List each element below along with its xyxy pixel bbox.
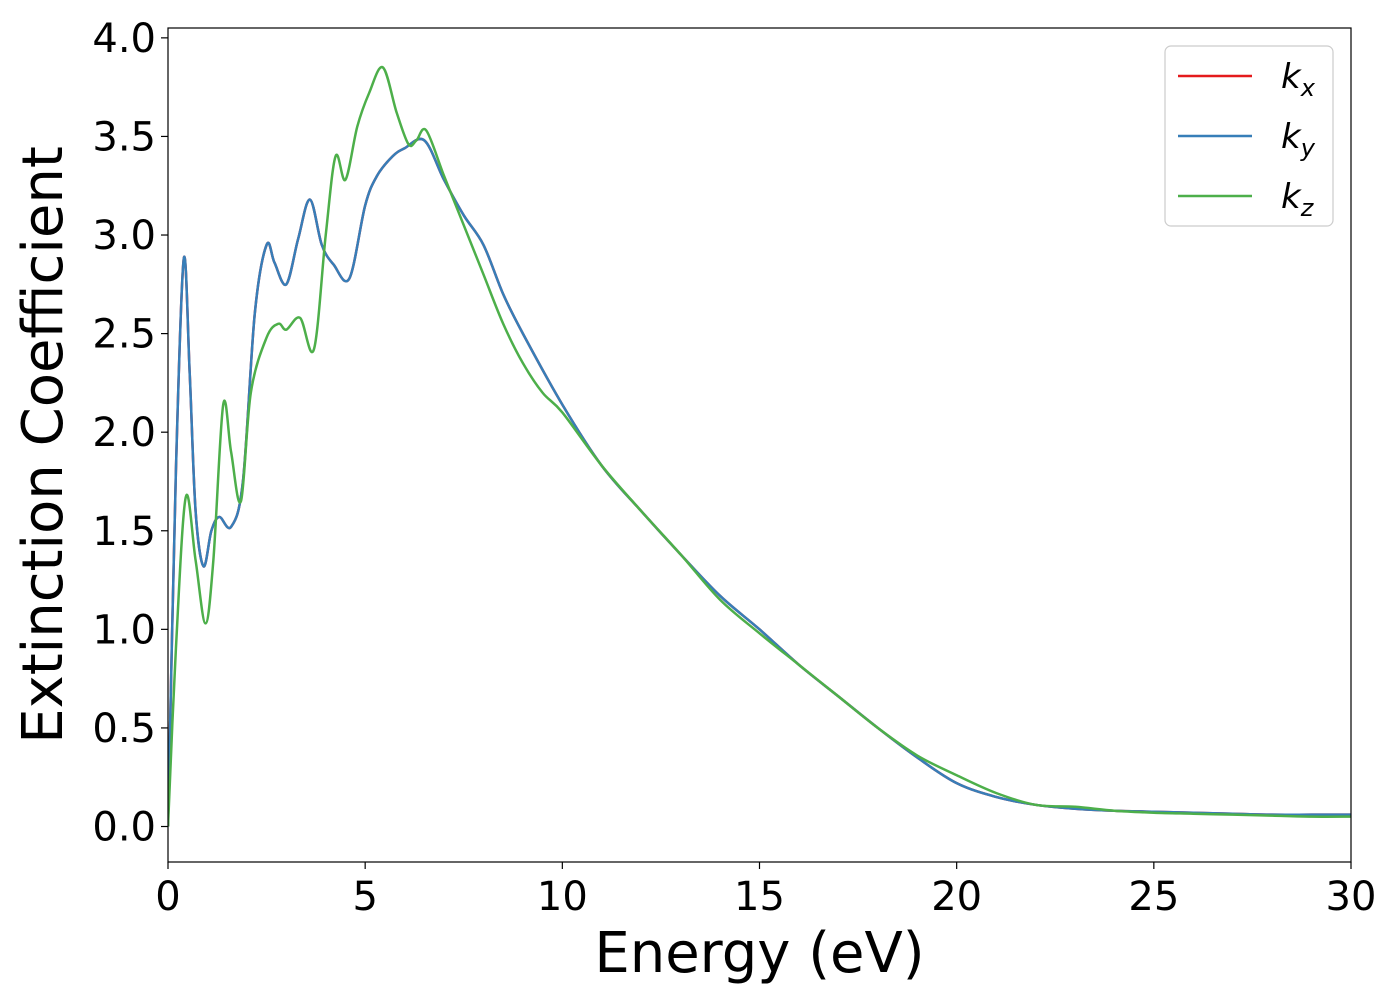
y-tick-label: 0.5 <box>92 706 156 752</box>
x-axis-title: Energy (eV) <box>594 921 924 986</box>
legend-label-main: k <box>1281 57 1302 97</box>
legend-label-sub: z <box>1300 194 1315 222</box>
y-tick-label: 4.0 <box>92 16 156 62</box>
legend-label-main: k <box>1281 117 1302 157</box>
y-tick-label: 2.0 <box>92 410 156 456</box>
x-tick-label: 10 <box>537 874 588 920</box>
legend-label-sub: y <box>1300 134 1316 162</box>
x-tick-label: 20 <box>931 874 982 920</box>
plot-background <box>168 28 1351 862</box>
y-axis-title: Extinction Coefficient <box>11 146 76 744</box>
y-tick-label: 3.5 <box>92 114 156 160</box>
series-line-k-y <box>168 137 1351 827</box>
legend-label-k-z: kz <box>1281 177 1315 222</box>
y-tick-label: 1.5 <box>92 509 156 555</box>
x-tick-label: 30 <box>1326 874 1377 920</box>
legend-label-k-y: ky <box>1281 117 1316 162</box>
y-tick-label: 3.0 <box>92 213 156 259</box>
x-tick-label: 0 <box>155 874 180 920</box>
x-axis-ticks: 0 5 10 15 20 25 30 <box>155 862 1376 920</box>
y-tick-label: 0.0 <box>92 805 156 851</box>
legend-label-k-x: kx <box>1281 57 1316 102</box>
x-tick-label: 25 <box>1128 874 1179 920</box>
series-layer <box>168 65 1351 827</box>
y-axis-ticks: 0.0 0.5 1.0 1.5 2.0 2.5 3.0 3.5 4.0 <box>92 16 168 851</box>
legend-label-main: k <box>1281 177 1302 217</box>
legend-label-sub: x <box>1300 74 1316 102</box>
x-tick-label: 15 <box>734 874 785 920</box>
series-line-k-z <box>168 65 1351 827</box>
y-tick-label: 1.0 <box>92 607 156 653</box>
y-tick-label: 2.5 <box>92 312 156 358</box>
x-tick-label: 5 <box>352 874 377 920</box>
